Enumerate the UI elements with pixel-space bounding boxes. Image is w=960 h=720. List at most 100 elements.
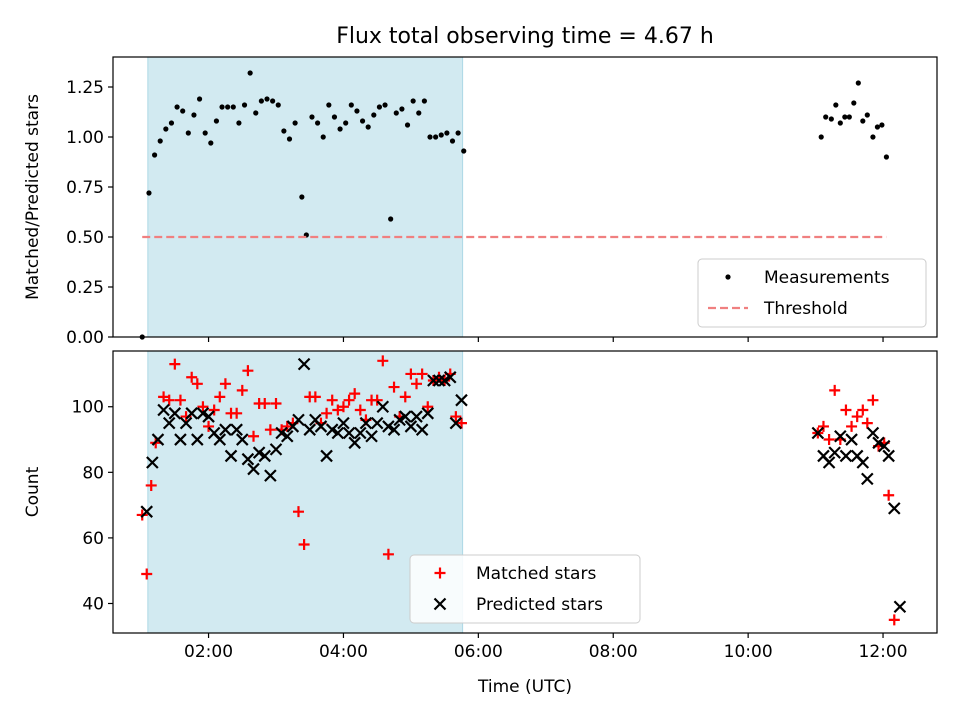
- measurement-point: [293, 120, 298, 125]
- measurement-point: [851, 100, 856, 105]
- measurement-point: [287, 136, 292, 141]
- measurement-point: [366, 124, 371, 129]
- x-axis-label: Time (UTC): [477, 677, 572, 697]
- measurement-point: [219, 104, 224, 109]
- legend-label: Threshold: [763, 299, 848, 319]
- y-tick-label: 60: [82, 529, 104, 549]
- measurement-point: [819, 134, 824, 139]
- measurement-point: [270, 98, 275, 103]
- measurement-point: [377, 104, 382, 109]
- measurement-point: [856, 80, 861, 85]
- measurement-point: [281, 128, 286, 133]
- measurement-point: [169, 120, 174, 125]
- measurement-point: [444, 130, 449, 135]
- measurement-point: [875, 124, 880, 129]
- x-tick-label: 08:00: [589, 642, 638, 662]
- y-tick-label: 100: [72, 398, 104, 418]
- figure: Flux total observing time = 4.67 h 0.000…: [0, 0, 960, 720]
- measurement-point: [152, 152, 157, 157]
- legend-label: Predicted stars: [476, 595, 603, 615]
- measurement-point: [847, 114, 852, 119]
- y-tick-label: 0.75: [66, 178, 104, 198]
- measurement-point: [337, 126, 342, 131]
- measurement-point: [264, 96, 269, 101]
- y-axis-label: Matched/Predicted stars: [23, 94, 43, 300]
- measurement-point: [870, 134, 875, 139]
- measurement-point: [416, 110, 421, 115]
- measurement-point: [163, 126, 168, 131]
- y-tick-label: 80: [82, 463, 104, 483]
- measurement-point: [343, 120, 348, 125]
- measurement-point: [823, 114, 828, 119]
- measurement-point: [879, 122, 884, 127]
- measurement-point: [394, 110, 399, 115]
- y-tick-label: 40: [82, 594, 104, 614]
- measurement-point: [309, 114, 314, 119]
- measurement-point: [360, 118, 365, 123]
- measurement-point: [884, 154, 889, 159]
- measurement-point: [253, 110, 258, 115]
- x-tick-label: 10:00: [724, 642, 773, 662]
- measurement-point: [860, 118, 865, 123]
- y-tick-label: 1.00: [66, 128, 104, 148]
- measurement-point: [146, 190, 151, 195]
- y-tick-label: 0.25: [66, 278, 104, 298]
- measurement-point: [842, 114, 847, 119]
- measurement-point: [326, 102, 331, 107]
- measurement-point: [315, 120, 320, 125]
- measurement-point: [865, 112, 870, 117]
- measurement-point: [838, 120, 843, 125]
- legend-swatch: [725, 274, 730, 279]
- observing-interval-shade: [148, 57, 463, 337]
- y-tick-label: 0.00: [66, 328, 104, 348]
- measurement-point: [208, 140, 213, 145]
- measurement-point: [180, 108, 185, 113]
- y-tick-label: 1.25: [66, 78, 104, 98]
- measurement-point: [829, 116, 834, 121]
- measurement-point: [349, 102, 354, 107]
- measurement-point: [203, 130, 208, 135]
- measurement-point: [371, 112, 376, 117]
- measurement-point: [439, 132, 444, 137]
- x-tick-label: 04:00: [319, 642, 368, 662]
- legend-label: Measurements: [764, 268, 890, 288]
- measurement-point: [422, 98, 427, 103]
- measurement-point: [242, 102, 247, 107]
- measurement-point: [191, 112, 196, 117]
- x-tick-label: 12:00: [859, 642, 908, 662]
- x-tick-label: 06:00: [454, 642, 503, 662]
- y-tick-label: 0.50: [66, 228, 104, 248]
- measurement-point: [197, 96, 202, 101]
- y-axis-label: Count: [23, 466, 43, 517]
- legend-label: Matched stars: [476, 564, 596, 584]
- legend: Measurements Threshold: [698, 259, 926, 327]
- measurement-point: [236, 120, 241, 125]
- measurement-point: [186, 130, 191, 135]
- measurement-point: [433, 134, 438, 139]
- measurement-point: [158, 138, 163, 143]
- measurement-point: [461, 148, 466, 153]
- measurement-point: [214, 118, 219, 123]
- measurement-point: [225, 104, 230, 109]
- measurement-point: [248, 70, 253, 75]
- measurement-point: [427, 134, 432, 139]
- measurement-point: [382, 102, 387, 107]
- measurement-point: [174, 104, 179, 109]
- measurement-point: [456, 130, 461, 135]
- x-tick-label: 02:00: [184, 642, 233, 662]
- measurement-point: [405, 122, 410, 127]
- measurement-point: [388, 216, 393, 221]
- measurement-point: [299, 194, 304, 199]
- measurement-point: [411, 98, 416, 103]
- measurement-point: [321, 134, 326, 139]
- measurement-point: [450, 138, 455, 143]
- measurement-point: [399, 106, 404, 111]
- measurement-point: [354, 108, 359, 113]
- measurement-point: [332, 114, 337, 119]
- measurement-point: [231, 104, 236, 109]
- measurement-point: [276, 102, 281, 107]
- measurement-point: [833, 102, 838, 107]
- legend-marker: [725, 274, 730, 279]
- measurement-point: [259, 98, 264, 103]
- legend: Matched stars Predicted stars: [410, 555, 640, 623]
